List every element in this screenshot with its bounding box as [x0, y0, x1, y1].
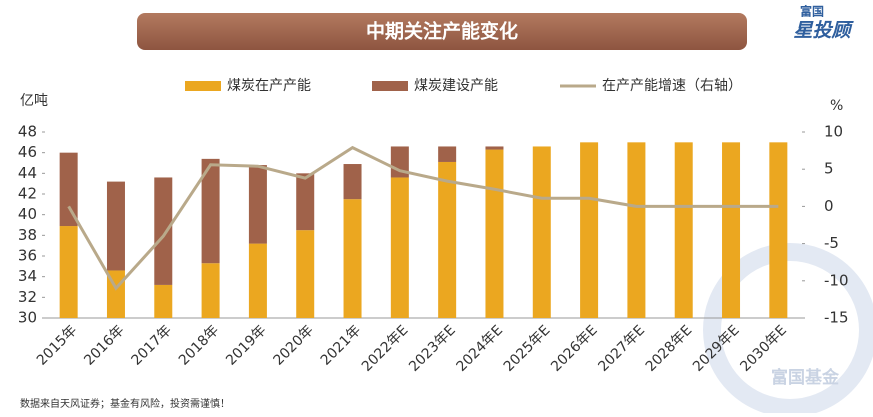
x-tick-label: 2017年 [129, 322, 175, 368]
x-tick-label: 2027年E [595, 322, 648, 375]
bar [674, 142, 693, 318]
y-tick-label: 44 [18, 164, 37, 182]
y2-tick-label: -15 [824, 309, 849, 327]
legend-label: 在产产能增速（右轴） [602, 78, 742, 94]
x-tick-label: 2018年 [176, 322, 222, 368]
y-tick-label: 40 [18, 205, 37, 223]
y-tick-label: 32 [18, 288, 37, 306]
bar [201, 158, 220, 264]
bar [59, 226, 78, 318]
x-tick-label: 2020年 [270, 322, 316, 368]
chart-title: 中期关注产能变化 [366, 20, 518, 43]
legend-swatch [185, 81, 221, 91]
bar [248, 243, 267, 318]
bar [438, 146, 457, 162]
bar [343, 199, 362, 318]
bar [485, 146, 504, 150]
y-tick-label: 30 [18, 309, 37, 327]
bar [722, 142, 741, 318]
y2-axis-label: % [830, 98, 843, 114]
bar [532, 146, 551, 318]
y-tick-label: 42 [18, 185, 37, 203]
bar [296, 230, 315, 318]
y2-tick-label: 0 [824, 197, 834, 215]
y-axis-label: 亿吨 [20, 93, 48, 109]
logo-top: 富国 [800, 4, 824, 19]
x-tick-label: 2024年E [453, 322, 506, 375]
line [67, 145, 779, 291]
x-tick-label: 2016年 [81, 322, 127, 368]
legend-swatch [372, 81, 408, 91]
bar [580, 142, 599, 318]
y-tick-label: 36 [18, 247, 37, 265]
x-tick-label: 2023年E [406, 322, 459, 375]
bar [627, 142, 646, 318]
legend-label: 煤炭建设产能 [414, 78, 498, 94]
footnote: 数据来自天风证券；基金有风险，投资需谨慎！ [20, 397, 230, 410]
y-tick-label: 46 [18, 143, 37, 161]
bar [343, 164, 362, 200]
bar [390, 177, 409, 318]
bar [201, 263, 220, 318]
x-tick-label: 2028年E [643, 322, 696, 375]
x-tick-label: 2026年E [548, 322, 601, 375]
watermark: 富国基金 [771, 367, 840, 388]
x-tick-label: 2015年 [34, 322, 80, 368]
y-tick-label: 38 [18, 226, 37, 244]
bar [248, 165, 267, 244]
y-tick-label: 34 [18, 267, 37, 285]
y2-tick-label: -10 [824, 271, 849, 289]
x-tick-label: 2025年E [501, 322, 554, 375]
y2-tick-label: -5 [824, 234, 839, 252]
x-tick-label: 2022年E [359, 322, 412, 375]
bar [154, 284, 173, 318]
logo-bottom: 星投顾 [793, 20, 854, 42]
bar [106, 181, 125, 271]
bar [296, 173, 315, 231]
bar [438, 161, 457, 318]
y2-tick-label: 10 [824, 123, 843, 141]
bar [154, 177, 173, 285]
title-banner [137, 13, 747, 50]
watermark-ring [703, 243, 873, 417]
bar [59, 152, 78, 227]
y-tick-label: 48 [18, 123, 37, 141]
bar [769, 142, 788, 318]
x-tick-label: 2019年 [223, 322, 269, 368]
x-tick-label: 2021年 [318, 322, 364, 368]
y2-tick-label: 5 [824, 160, 834, 178]
bar [485, 149, 504, 318]
legend-label: 煤炭在产产能 [227, 78, 311, 94]
